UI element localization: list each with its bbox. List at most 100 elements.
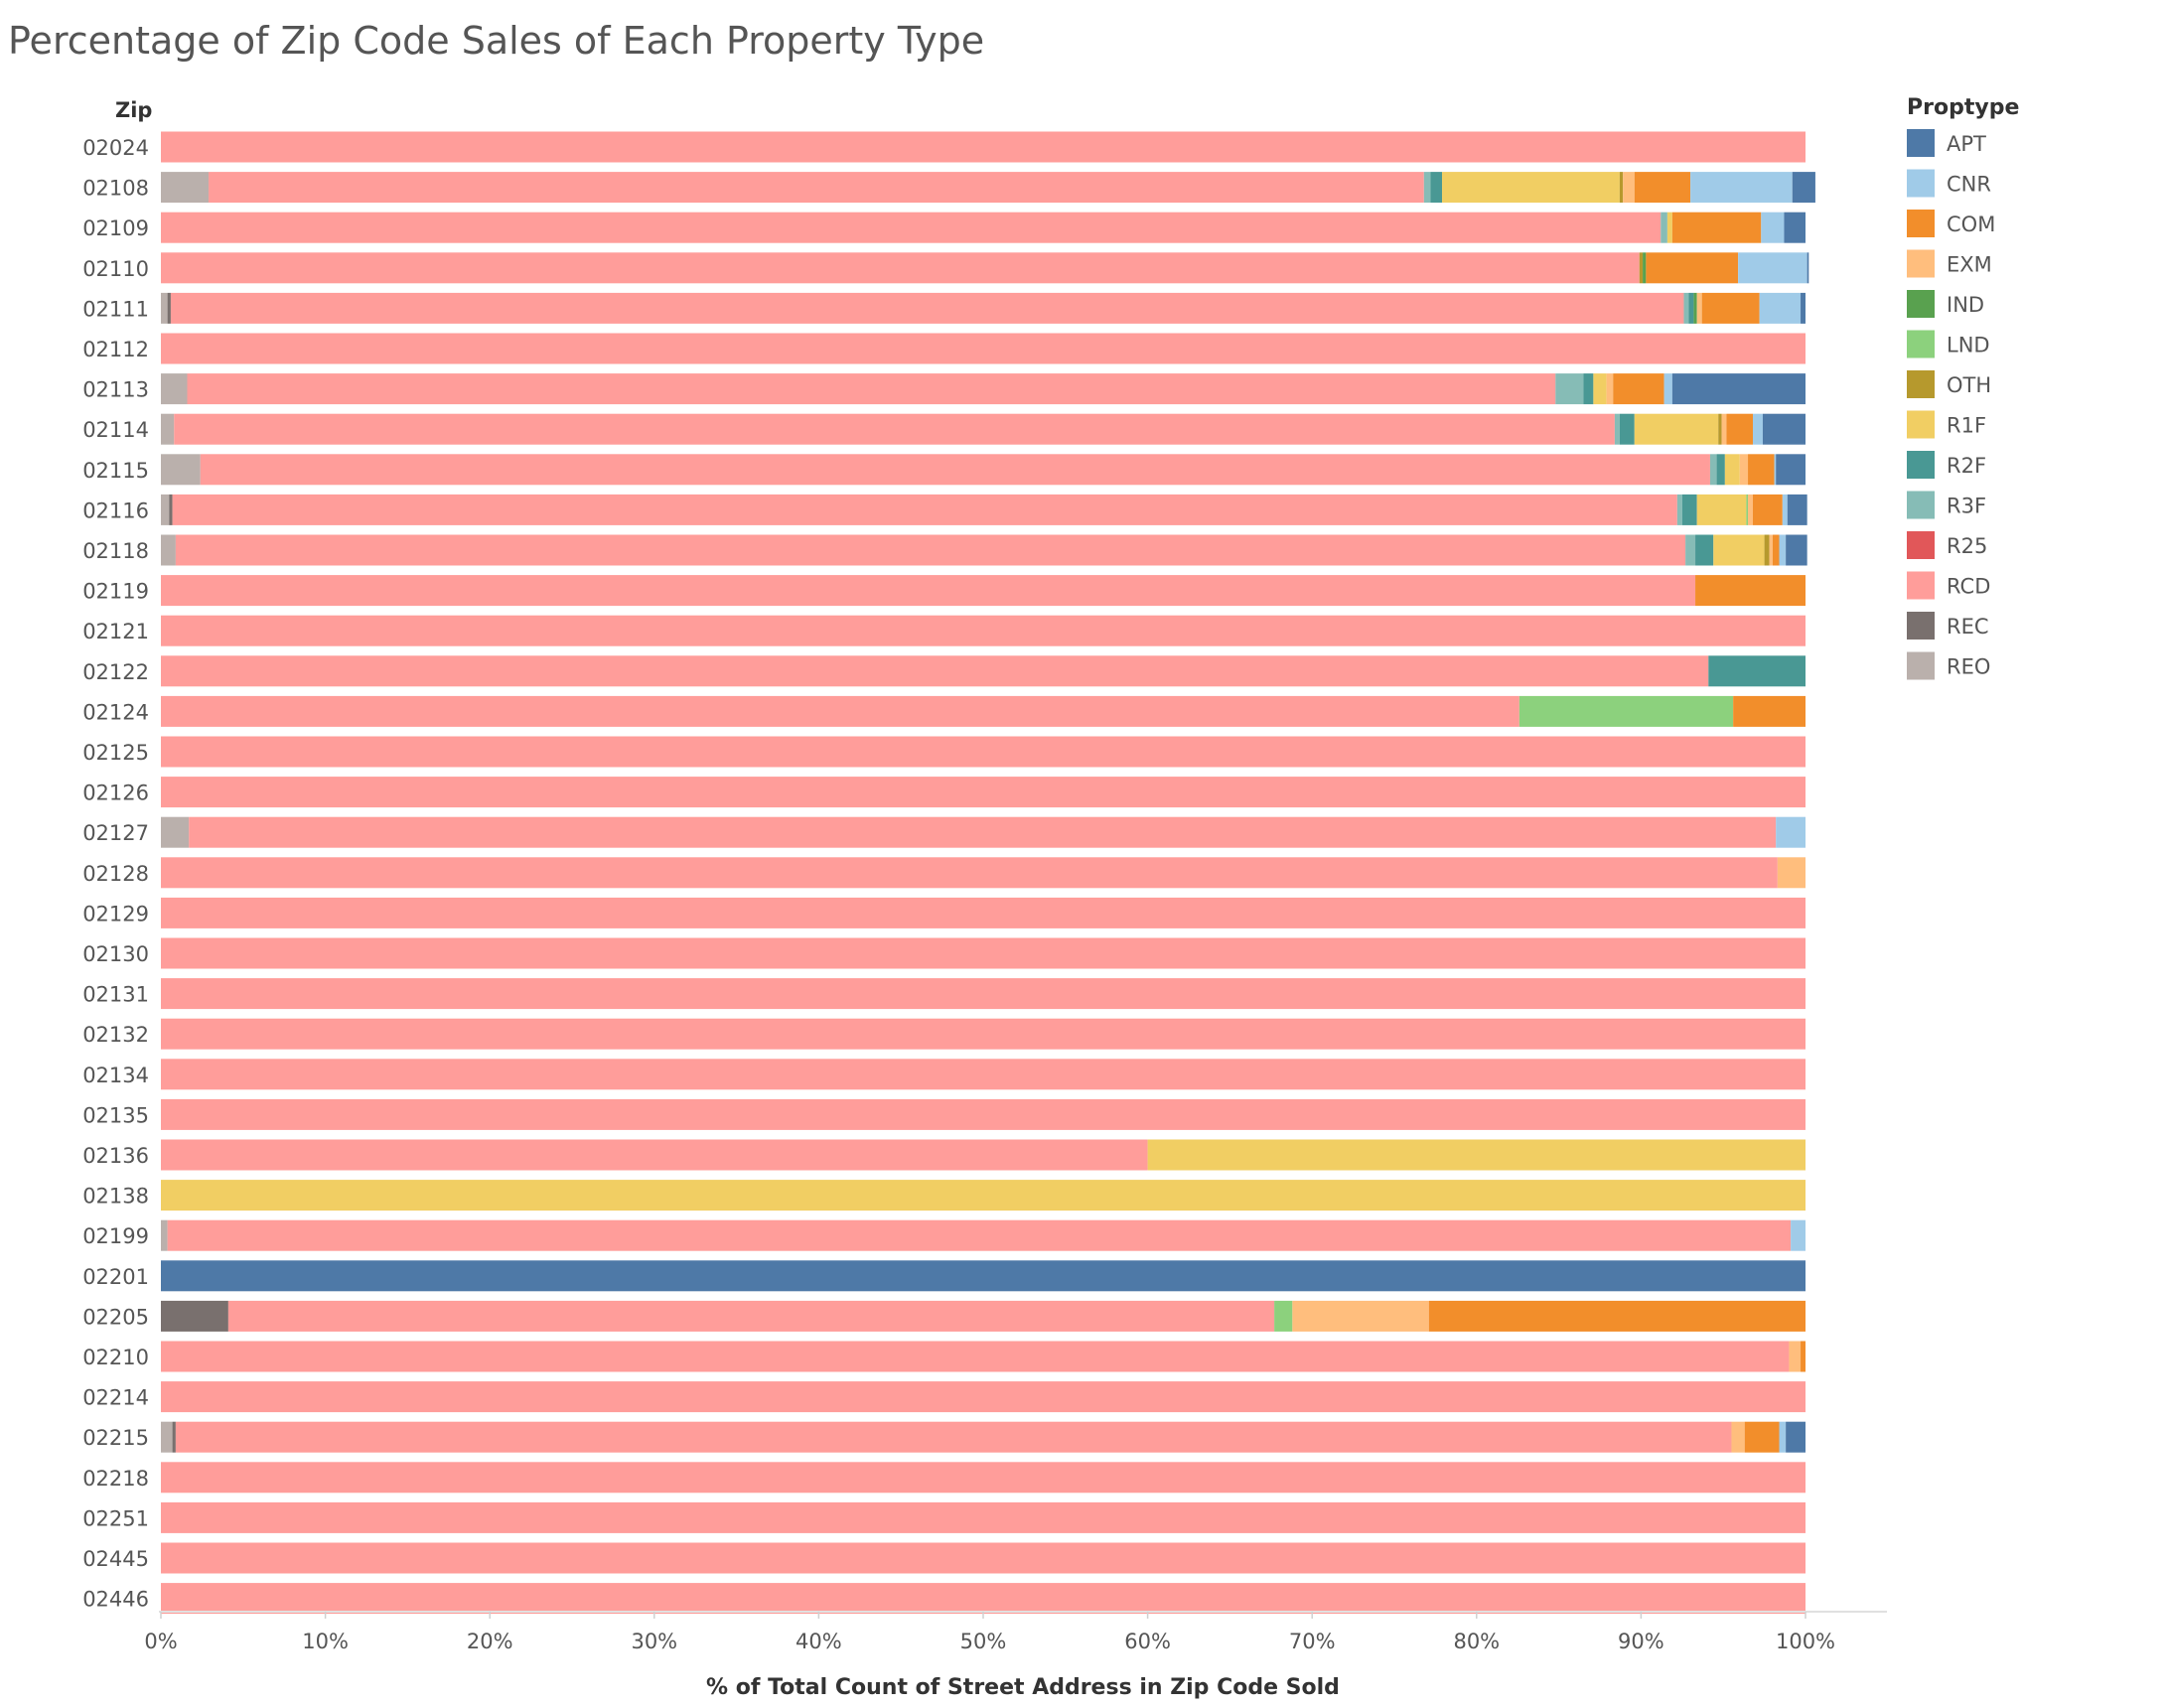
legend-label-r2f[interactable]: R2F xyxy=(1947,454,1986,478)
bar-segment-02124-lnd[interactable] xyxy=(1518,695,1734,727)
bar-segment-02108-com[interactable] xyxy=(1634,172,1691,204)
bar-segment-02108-cnr[interactable] xyxy=(1690,172,1793,204)
legend-label-ind[interactable]: IND xyxy=(1947,293,1984,317)
bar-segment-02129-rcd[interactable] xyxy=(161,897,1806,928)
bar-segment-02128-exm[interactable] xyxy=(1777,857,1806,889)
bar-segment-02114-apt[interactable] xyxy=(1762,413,1806,445)
bar-segment-02215-com[interactable] xyxy=(1744,1421,1780,1453)
legend-swatch-lnd[interactable] xyxy=(1907,330,1935,358)
bar-segment-02118-cnr[interactable] xyxy=(1779,534,1787,566)
bar-segment-02111-rec[interactable] xyxy=(167,292,171,324)
bar-segment-02118-r1f[interactable] xyxy=(1713,534,1765,566)
bar-segment-02205-rec[interactable] xyxy=(161,1300,228,1332)
legend-label-com[interactable]: COM xyxy=(1947,213,1995,236)
bar-segment-02210-rcd[interactable] xyxy=(161,1341,1790,1372)
bar-segment-02130-rcd[interactable] xyxy=(161,937,1806,969)
bar-segment-02114-reo[interactable] xyxy=(161,413,175,445)
bar-segment-02111-apt[interactable] xyxy=(1801,292,1806,324)
bar-segment-02108-rcd[interactable] xyxy=(209,172,1424,204)
bar-segment-02110-apt[interactable] xyxy=(1806,252,1809,284)
legend-swatch-r25[interactable] xyxy=(1907,531,1935,559)
bar-segment-02115-r2f[interactable] xyxy=(1716,454,1725,486)
bar-segment-02115-reo[interactable] xyxy=(161,454,201,486)
bar-segment-02205-rcd[interactable] xyxy=(227,1300,1275,1332)
bar-segment-02108-r1f[interactable] xyxy=(1442,172,1620,204)
bar-segment-02109-r3f[interactable] xyxy=(1661,212,1667,243)
bar-segment-02210-com[interactable] xyxy=(1801,1341,1806,1372)
bar-segment-02110-ind[interactable] xyxy=(1643,252,1647,284)
bar-segment-02199-reo[interactable] xyxy=(161,1219,168,1251)
bar-segment-02199-cnr[interactable] xyxy=(1791,1219,1806,1251)
bar-segment-02109-apt[interactable] xyxy=(1784,212,1806,243)
bar-segment-02128-rcd[interactable] xyxy=(161,857,1778,889)
bar-segment-02118-r3f[interactable] xyxy=(1685,534,1696,566)
bar-segment-02114-r3f[interactable] xyxy=(1614,413,1620,445)
bar-segment-02132-rcd[interactable] xyxy=(161,1018,1806,1050)
bar-segment-02118-reo[interactable] xyxy=(161,534,176,566)
bar-segment-02127-cnr[interactable] xyxy=(1776,816,1806,848)
legend-swatch-r3f[interactable] xyxy=(1907,491,1935,519)
bar-segment-02251-rcd[interactable] xyxy=(161,1501,1806,1533)
bar-segment-02114-cnr[interactable] xyxy=(1753,413,1763,445)
bar-segment-02115-com[interactable] xyxy=(1748,454,1775,486)
legend-label-rec[interactable]: REC xyxy=(1947,615,1989,639)
bar-segment-02113-apt[interactable] xyxy=(1671,373,1806,405)
bar-segment-02131-rcd[interactable] xyxy=(161,978,1806,1010)
bar-segment-02134-rcd[interactable] xyxy=(161,1059,1806,1090)
bar-segment-02215-cnr[interactable] xyxy=(1779,1421,1787,1453)
bar-segment-02110-rcd[interactable] xyxy=(161,252,1640,284)
bar-segment-02445-rcd[interactable] xyxy=(161,1542,1806,1574)
bar-segment-02115-r1f[interactable] xyxy=(1724,454,1740,486)
bar-segment-02114-rcd[interactable] xyxy=(174,413,1615,445)
bar-segment-02109-rcd[interactable] xyxy=(161,212,1661,243)
bar-segment-02124-rcd[interactable] xyxy=(161,695,1519,727)
bar-segment-02205-exm[interactable] xyxy=(1292,1300,1429,1332)
legend-label-r1f[interactable]: R1F xyxy=(1947,414,1986,438)
bar-segment-02116-rec[interactable] xyxy=(169,494,173,525)
legend-swatch-cnr[interactable] xyxy=(1907,169,1935,198)
bar-segment-02116-apt[interactable] xyxy=(1787,494,1807,525)
bar-segment-02127-rcd[interactable] xyxy=(189,816,1777,848)
legend-swatch-exm[interactable] xyxy=(1907,249,1935,278)
legend-label-oth[interactable]: OTH xyxy=(1947,373,1991,397)
bar-segment-02124-com[interactable] xyxy=(1733,695,1806,727)
bar-segment-02122-rcd[interactable] xyxy=(161,655,1709,687)
bar-segment-02114-exm[interactable] xyxy=(1721,413,1727,445)
bar-segment-02215-rec[interactable] xyxy=(172,1421,176,1453)
bar-segment-02116-com[interactable] xyxy=(1753,494,1783,525)
legend-label-rcd[interactable]: RCD xyxy=(1947,575,1990,599)
bar-segment-02116-exm[interactable] xyxy=(1748,494,1754,525)
bar-segment-02115-cnr[interactable] xyxy=(1774,454,1777,486)
bar-segment-02210-exm[interactable] xyxy=(1789,1341,1802,1372)
bar-segment-02215-exm[interactable] xyxy=(1731,1421,1745,1453)
bar-segment-02118-r2f[interactable] xyxy=(1695,534,1714,566)
legend-label-cnr[interactable]: CNR xyxy=(1947,173,1991,197)
legend-swatch-r2f[interactable] xyxy=(1907,451,1935,479)
bar-segment-02111-r2f[interactable] xyxy=(1688,292,1694,324)
bar-segment-02214-rcd[interactable] xyxy=(161,1381,1806,1413)
bar-segment-02135-rcd[interactable] xyxy=(161,1098,1806,1130)
bar-segment-02121-rcd[interactable] xyxy=(161,615,1806,646)
bar-segment-02118-rcd[interactable] xyxy=(175,534,1686,566)
bar-segment-02024-rcd[interactable] xyxy=(161,131,1806,163)
bar-segment-02114-oth[interactable] xyxy=(1718,413,1722,445)
bar-segment-02199-rcd[interactable] xyxy=(167,1219,1792,1251)
bar-segment-02122-r2f[interactable] xyxy=(1708,655,1806,687)
legend-swatch-ind[interactable] xyxy=(1907,290,1935,318)
legend-swatch-rcd[interactable] xyxy=(1907,571,1935,600)
bar-segment-02109-r1f[interactable] xyxy=(1666,212,1672,243)
bar-segment-02116-cnr[interactable] xyxy=(1782,494,1788,525)
bar-segment-02111-reo[interactable] xyxy=(161,292,168,324)
bar-segment-02218-rcd[interactable] xyxy=(161,1462,1806,1494)
bar-segment-02109-com[interactable] xyxy=(1671,212,1762,243)
legend-swatch-oth[interactable] xyxy=(1907,370,1935,398)
bar-segment-02108-r3f[interactable] xyxy=(1423,172,1431,204)
bar-segment-02115-r3f[interactable] xyxy=(1709,454,1717,486)
bar-segment-02113-exm[interactable] xyxy=(1606,373,1614,405)
bar-segment-02125-rcd[interactable] xyxy=(161,736,1806,768)
bar-segment-02111-rcd[interactable] xyxy=(170,292,1684,324)
bar-segment-02113-r1f[interactable] xyxy=(1593,373,1607,405)
bar-segment-02118-exm[interactable] xyxy=(1769,534,1773,566)
bar-segment-02112-rcd[interactable] xyxy=(161,333,1806,364)
bar-segment-02118-oth[interactable] xyxy=(1764,534,1770,566)
